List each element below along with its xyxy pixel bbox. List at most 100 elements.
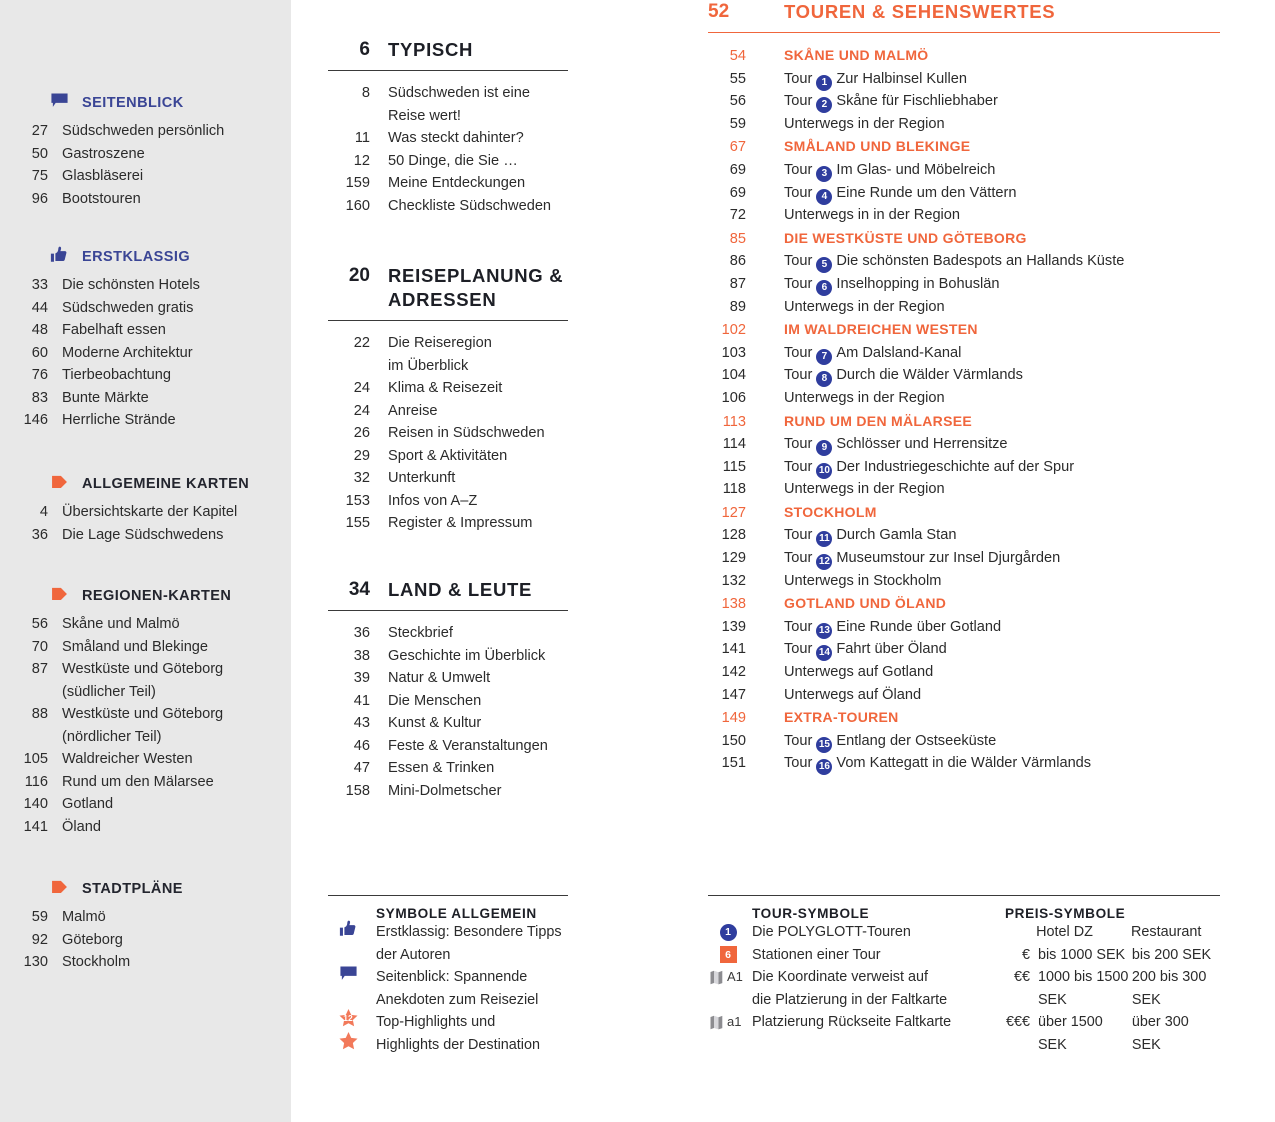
tour-entry[interactable]: 114 Tour 9 Schlösser und Herrensitze [708,433,1228,457]
tour-region-heading[interactable]: 85 DIE WESTKÜSTE UND GÖTEBORG [708,227,1228,251]
sidebar-entry[interactable]: 4 Übersichtskarte der Kapitel [0,501,291,524]
entry-page-number: 24 [353,402,370,419]
chapter-entry[interactable]: im Überblick [328,355,573,378]
entry-page-number: 149 [721,710,746,727]
chapter-title-block: TYPISCH [388,38,473,62]
sidebar-entry[interactable]: 60 Moderne Architektur [0,342,291,365]
thumbs-up-icon [50,246,68,268]
sidebar-entry[interactable]: 96 Bootstouren [0,188,291,211]
chapter-entry[interactable]: 24 Anreise [328,400,573,423]
chapter-entry[interactable]: 22 Die Reiseregion [328,332,573,355]
entry-body: Tour 10 Der Industriegeschichte auf der Sp… [784,456,1074,479]
tour-entry[interactable]: 118 Unterwegs in der Region [708,478,1228,501]
tour-entry[interactable]: 141 Tour 14 Fahrt über Öland [708,638,1228,662]
tour-number-badge: 7 [816,348,833,365]
sidebar-entry[interactable]: 116 Rund um den Mälarsee [0,771,291,794]
tour-region-heading[interactable]: 67 SMÅLAND UND BLEKINGE [708,135,1228,159]
tour-entry[interactable]: 86 Tour 5 Die schönsten Badespots an Hallan… [708,250,1228,274]
chapter-entry[interactable]: 39 Natur & Umwelt [328,667,573,690]
chapter-entry[interactable]: 36 Steckbrief [328,622,573,645]
sidebar-entry[interactable]: 70 Småland und Blekinge [0,636,291,659]
price-symbol: €€€ [1005,1014,1030,1030]
legend-price-header: Hotel DZ Restaurant [1005,921,1220,944]
tour-entry[interactable]: 55 Tour 1 Zur Halbinsel Kullen [708,68,1228,91]
tour-entry[interactable]: 69 Tour 4 Eine Runde um den Vättern [708,182,1228,205]
sidebar-entry[interactable]: (nördlicher Teil) [0,726,291,749]
sidebar-entry[interactable]: 33 Die schönsten Hotels [0,274,291,297]
chapter-entry[interactable]: 158 Mini-Dolmetscher [328,780,573,803]
tour-entry[interactable]: 142 Unterwegs auf Gotland [708,661,1228,684]
tour-entry[interactable]: 56 Tour 2 Skåne für Fischliebhaber [708,90,1228,114]
chapter-entry[interactable]: 29 Sport & Aktivitäten [328,445,573,468]
sidebar-entry[interactable]: 146 Herrliche Strände [0,409,291,432]
price-restaurant-range: 200 bis 300 SEK [1131,969,1207,1008]
tour-title: Die schönsten Badespots an Hallands Küst… [836,253,1125,270]
chapter-entry[interactable]: 43 Kunst & Kultur [328,712,573,735]
chapter-entry[interactable]: 12 50 Dinge, die Sie … [328,150,573,173]
sidebar-entry[interactable]: 50 Gastroszene [0,143,291,166]
tour-entry[interactable]: 104 Tour 8 Durch die Wälder Värmlands [708,364,1228,388]
tour-region-heading[interactable]: 138 GOTLAND UND ÖLAND [708,592,1228,616]
tour-region-heading[interactable]: 102 IM WALDREICHEN WESTEN [708,318,1228,342]
sidebar-entry[interactable]: 92 Göteborg [0,929,291,952]
chapter-entry[interactable]: 153 Infos von A–Z [328,490,573,513]
tour-entry[interactable]: 129 Tour 12 Museumstour zur Insel Djurgårde… [708,547,1228,571]
tour-entry[interactable]: 87 Tour 6 Inselhopping in Bohuslän [708,273,1228,296]
chapter-entry[interactable]: 41 Die Menschen [328,690,573,713]
tour-prefix: Tour [784,367,813,384]
sidebar-entry[interactable]: 48 Fabelhaft essen [0,319,291,342]
entry-page-number: 153 [345,492,370,509]
chapter-entry[interactable]: 24 Klima & Reisezeit [328,377,573,400]
tour-entry[interactable]: 106 Unterwegs in der Region [708,387,1228,410]
tour-region-heading[interactable]: 149 EXTRA-TOUREN [708,706,1228,730]
sidebar-entry[interactable]: (südlicher Teil) [0,681,291,704]
chapter-entry[interactable]: 46 Feste & Veranstaltungen [328,735,573,758]
chapter-entry[interactable]: 159 Meine Entdeckungen [328,172,573,195]
chapter-entry[interactable]: 47 Essen & Trinken [328,757,573,780]
sidebar-entry[interactable]: 27 Südschweden persönlich [0,120,291,143]
sidebar-entry[interactable]: 83 Bunte Märkte [0,387,291,410]
tour-entry[interactable]: 103 Tour 7 Am Dalsland-Kanal [708,342,1228,365]
sidebar-entry[interactable]: 76 Tierbeobachtung [0,364,291,387]
tour-region-heading[interactable]: 54 SKÅNE UND MALMÖ [708,44,1228,68]
sidebar-entry[interactable]: 130 Stockholm [0,951,291,974]
sidebar-entry[interactable]: 88 Westküste und Göteborg [0,703,291,726]
entry-body: SKÅNE UND MALMÖ [784,44,929,67]
tour-entry[interactable]: 59 Unterwegs in der Region [708,113,1228,136]
sidebar-entry[interactable]: 59 Malmö [0,906,291,929]
chapter-entry[interactable]: 155 Register & Impressum [328,512,573,535]
sidebar-entry[interactable]: 56 Skåne und Malmö [0,613,291,636]
tour-region-heading[interactable]: 127 STOCKHOLM [708,501,1228,525]
sidebar-entry[interactable]: 105 Waldreicher Westen [0,748,291,771]
tour-entry[interactable]: 139 Tour 13 Eine Runde über Gotland [708,616,1228,639]
sidebar-entry[interactable]: 75 Glasbläserei [0,165,291,188]
sidebar-entry[interactable]: 141 Öland [0,816,291,839]
tour-entry[interactable]: 150 Tour 15 Entlang der Ostseeküste [708,730,1228,753]
legend-text: die Platzierung in der Faltkarte [752,991,948,1008]
tour-entry[interactable]: 69 Tour 3 Im Glas- und Möbelreich [708,159,1228,182]
tour-entry[interactable]: 128 Tour 11 Durch Gamla Stan [708,524,1228,548]
chapter-entry[interactable]: 11 Was steckt dahinter? [328,127,573,150]
sidebar-entry[interactable]: 44 Südschweden gratis [0,297,291,320]
chapter-entry[interactable]: 38 Geschichte im Überblick [328,645,573,668]
sidebar-entry[interactable]: 140 Gotland [0,793,291,816]
tour-entry[interactable]: 115 Tour 10 Der Industriegeschichte auf der… [708,456,1228,479]
legend-tour-row: 1 Die POLYGLOTT-Touren [708,921,1005,944]
entry-page-number: 87 [31,661,48,677]
chapter-entry[interactable]: 32 Unterkunft [328,467,573,490]
tour-entry[interactable]: 151 Tour 16 Vom Kattegatt in die Wälder Vär… [708,752,1228,776]
tour-entry[interactable]: 132 Unterwegs in Stockholm [708,570,1228,593]
chapter-entry[interactable]: 26 Reisen in Südschweden [328,422,573,445]
legend-price-column: PREIS-SYMBOLE Hotel DZ Restaurant € bis 100… [1005,906,1220,1056]
entry-page-number: 75 [31,168,48,184]
chapter-entry[interactable]: 8 Südschweden ist eine [328,82,573,105]
tour-region-heading[interactable]: 113 RUND UM DEN MÄLARSEE [708,410,1228,434]
entry-title: Natur & Umwelt [388,670,491,686]
chapter-entry[interactable]: Reise wert! [328,105,573,128]
tour-entry[interactable]: 147 Unterwegs auf Öland [708,684,1228,707]
sidebar-entry[interactable]: 87 Westküste und Göteborg [0,658,291,681]
sidebar-entry[interactable]: 36 Die Lage Südschwedens [0,524,291,547]
tour-entry[interactable]: 72 Unterwegs in in der Region [708,204,1228,227]
chapter-entry[interactable]: 160 Checkliste Südschweden [328,195,573,218]
tour-entry[interactable]: 89 Unterwegs in der Region [708,296,1228,319]
